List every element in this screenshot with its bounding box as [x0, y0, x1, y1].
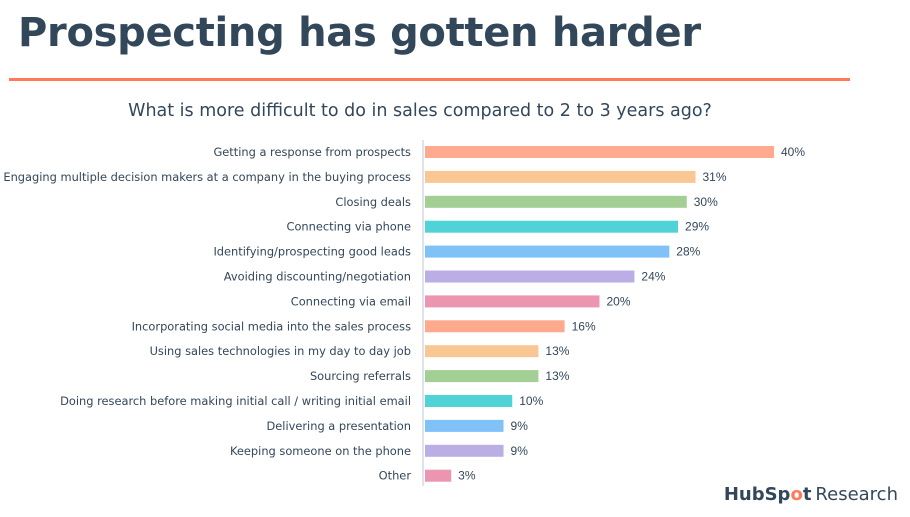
value-label: 9%: [511, 419, 529, 433]
hubspot-research-logo: HubSpot Research: [724, 484, 898, 505]
value-label: 13%: [545, 369, 569, 383]
category-label: Identifying/prospecting good leads: [213, 245, 411, 259]
bar: [425, 370, 539, 383]
category-label: Avoiding discounting/negotiation: [224, 270, 411, 284]
value-label: 29%: [685, 220, 709, 234]
chart-title: What is more difficult to do in sales co…: [0, 101, 840, 121]
value-label: 16%: [572, 319, 596, 333]
category-label: Delivering a presentation: [267, 419, 411, 433]
title-divider: [9, 78, 850, 81]
logo-t-text: t: [802, 484, 812, 505]
value-label: 9%: [511, 444, 529, 458]
value-label: 24%: [641, 270, 665, 284]
sprocket-icon: o: [790, 484, 803, 505]
bar: [425, 245, 670, 258]
category-label: Incorporating social media into the sale…: [132, 319, 411, 333]
logo-research-text: Research: [815, 484, 898, 505]
value-label: 20%: [607, 294, 631, 308]
category-label: Engaging multiple decision makers at a c…: [3, 170, 411, 184]
value-label: 40%: [781, 145, 805, 159]
bar: [425, 444, 504, 457]
bar: [425, 395, 513, 407]
value-label: 31%: [702, 170, 726, 184]
category-label: Connecting via phone: [287, 220, 412, 234]
category-label: Sourcing referrals: [310, 369, 411, 383]
value-label: 30%: [694, 195, 718, 209]
bar: [425, 345, 539, 358]
bar: [425, 320, 565, 333]
value-label: 3%: [458, 469, 476, 483]
page-title: Prospecting has gotten harder: [18, 10, 701, 56]
category-label: Doing research before making initial cal…: [60, 394, 411, 408]
category-label: Closing deals: [335, 195, 411, 209]
category-label: Other: [379, 469, 412, 483]
bar: [425, 220, 679, 233]
category-label: Connecting via email: [291, 294, 411, 308]
value-label: 13%: [545, 344, 569, 358]
logo-hub-text: HubSp: [723, 484, 791, 505]
bar: [425, 195, 687, 208]
bar: [425, 295, 600, 308]
bar: [425, 419, 504, 432]
bar: [425, 270, 635, 283]
value-label: 28%: [676, 245, 700, 259]
category-label: Getting a response from prospects: [213, 145, 411, 159]
value-label: 10%: [519, 394, 543, 408]
category-label: Using sales technologies in my day to da…: [150, 344, 411, 358]
bar: [425, 146, 774, 158]
bar: [425, 170, 696, 183]
bar: [425, 469, 452, 482]
category-label: Keeping someone on the phone: [230, 444, 411, 458]
chart-title-text: What is more difficult to do in sales co…: [128, 101, 712, 121]
bars-group: Getting a response from prospects 40% Enga…: [3, 145, 805, 483]
